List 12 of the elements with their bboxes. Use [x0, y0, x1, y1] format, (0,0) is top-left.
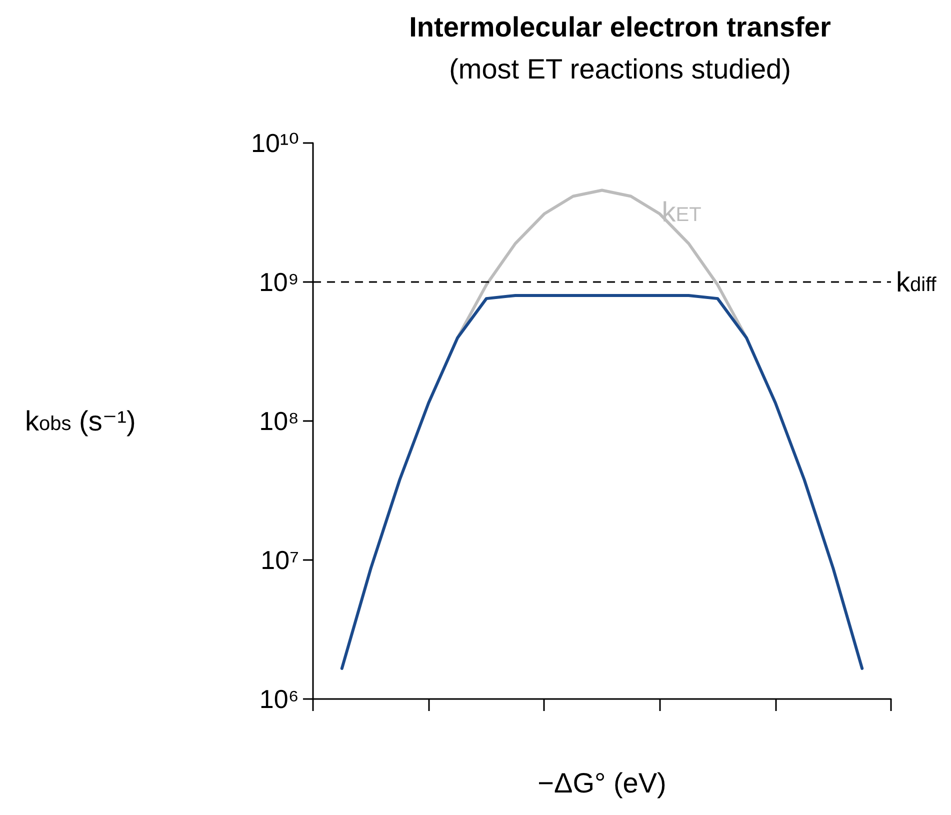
y-tick-label: 10⁸ — [259, 406, 299, 436]
x-axis-title: −ΔG° (eV) — [538, 768, 666, 798]
line-series — [340, 294, 864, 670]
y-tick-label: 10¹⁰ — [250, 128, 299, 158]
y-tick-label: 10⁶ — [259, 684, 299, 714]
line-series — [456, 188, 748, 340]
ref-line-label: kdiff — [896, 266, 937, 298]
chart-subtitle: (most ET reactions studied) — [449, 54, 791, 84]
chart-title: Intermolecular electron transfer — [409, 12, 831, 42]
y-tick-label: 10⁹ — [258, 267, 299, 297]
y-tick-label: 10⁷ — [260, 545, 299, 575]
y-axis-title: kobs (s⁻¹) — [25, 406, 136, 436]
